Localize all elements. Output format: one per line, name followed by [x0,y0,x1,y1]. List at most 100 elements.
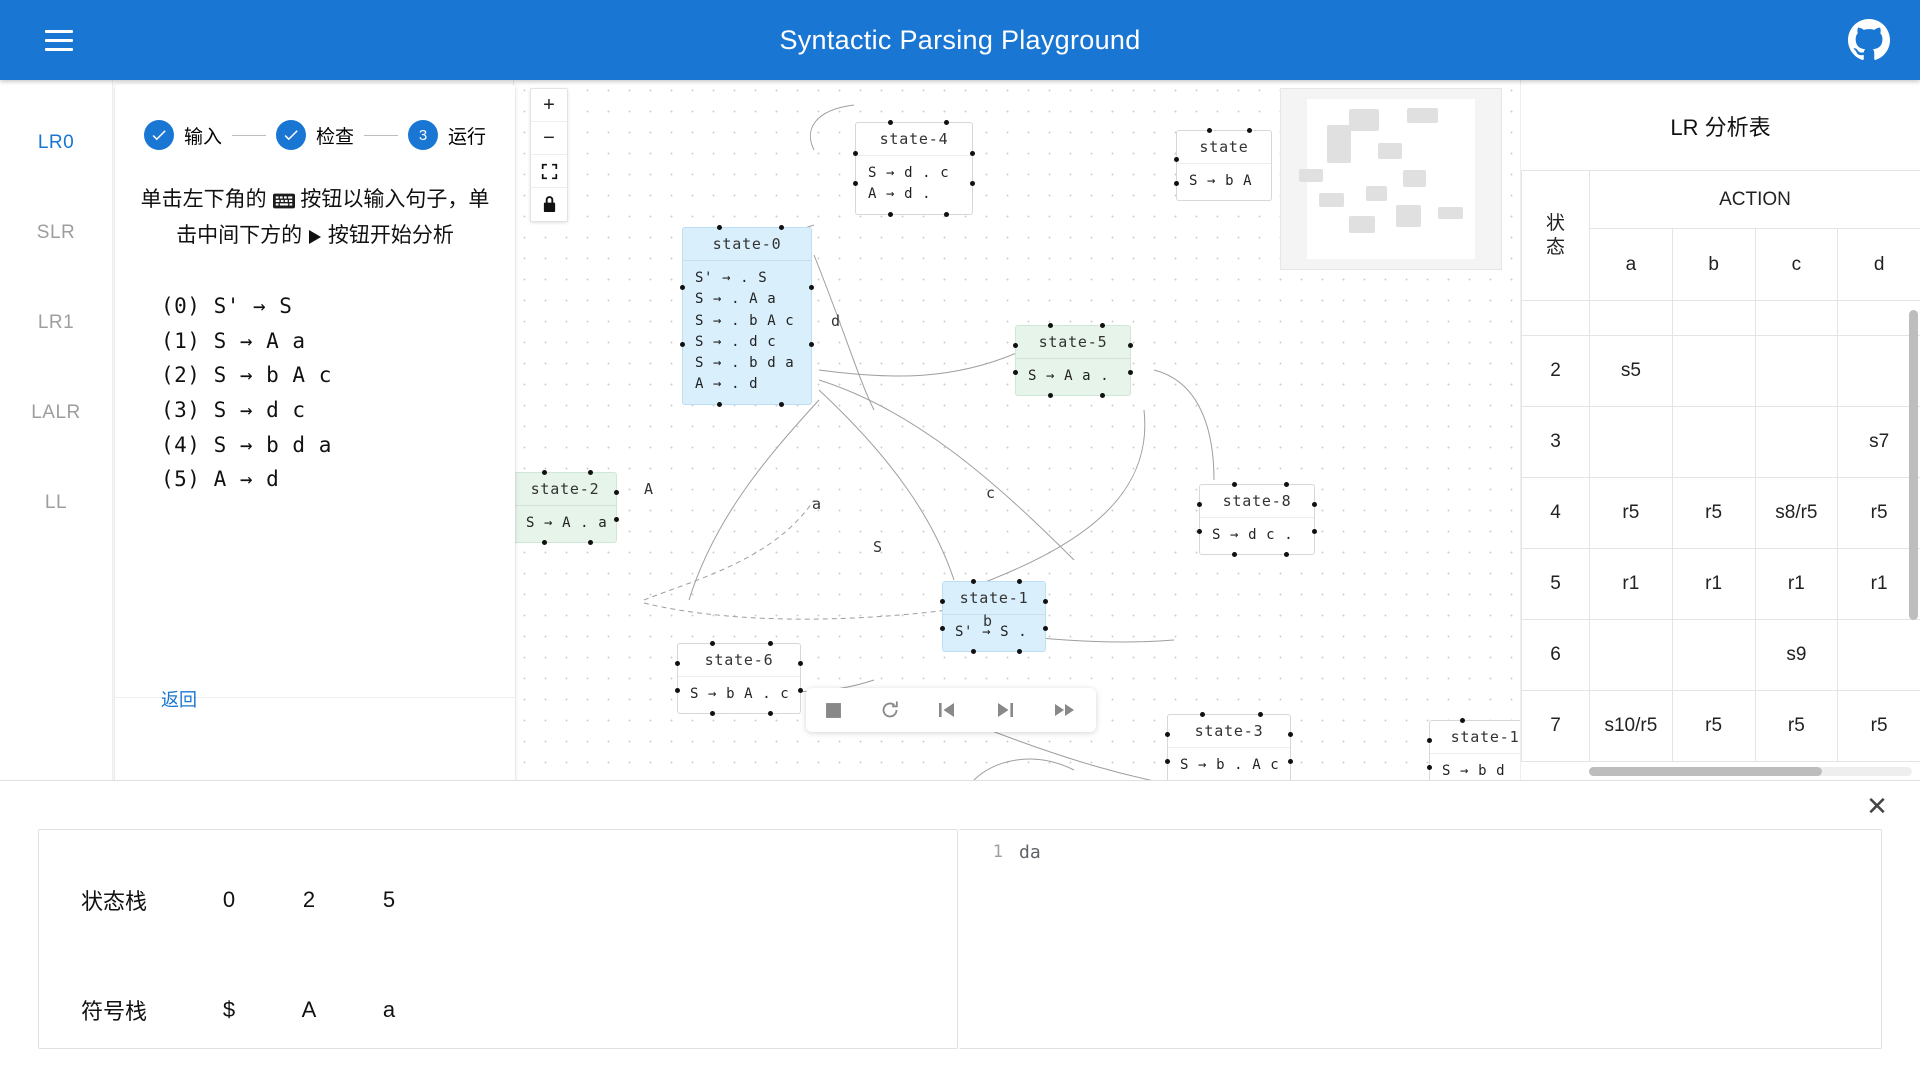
step-back-button[interactable] [937,701,957,719]
node-handle[interactable] [1100,393,1105,399]
canvas-minimap[interactable] [1280,88,1502,270]
close-icon[interactable]: ✕ [1866,791,1888,821]
node-handle[interactable] [1128,370,1133,375]
node-handle[interactable] [779,401,784,407]
step-forward-button[interactable] [995,701,1015,719]
node-handle[interactable] [940,599,945,604]
node-handle[interactable] [710,641,715,646]
node-handle[interactable] [1174,181,1179,186]
editor-content[interactable]: da [1019,842,1041,863]
node-handle[interactable] [675,661,680,666]
state-node-8[interactable]: state-8 S → d c . [1197,482,1317,558]
fast-forward-button[interactable] [1053,701,1077,719]
node-handle[interactable] [1427,765,1432,770]
node-handle[interactable] [798,688,803,693]
node-handle[interactable] [680,342,685,347]
node-handle[interactable] [971,649,976,655]
github-icon[interactable] [1848,19,1890,61]
step-check[interactable]: 检查 [275,120,354,150]
node-handle[interactable] [768,641,773,646]
node-handle[interactable] [1197,502,1202,507]
sidebar-item-lr0[interactable]: LR0 [0,98,112,188]
node-handle[interactable] [588,540,593,546]
zoom-out-icon[interactable]: − [531,122,567,155]
node-handle[interactable] [1312,529,1317,534]
reset-button[interactable] [880,700,900,720]
node-handle[interactable] [1100,323,1105,328]
node-handle[interactable] [809,285,814,290]
node-handle[interactable] [809,342,814,347]
table-row[interactable]: 4 r5 r5 s8/r5 r5 [1521,477,1920,549]
sidebar-item-slr[interactable]: SLR [0,188,112,278]
node-handle[interactable] [853,151,858,156]
state-node-1[interactable]: state-1 S' → S . [940,579,1048,655]
node-handle[interactable] [1460,718,1465,723]
state-node-2[interactable]: state-2 S → A . a [514,470,619,546]
node-handle[interactable] [944,120,949,125]
state-node-7[interactable]: state S → b A [1174,128,1272,202]
node-handle[interactable] [542,540,547,546]
table-row[interactable]: 6 s9 [1521,619,1920,691]
fit-view-icon[interactable] [531,155,567,188]
node-handle[interactable] [970,181,975,186]
node-handle[interactable] [675,688,680,693]
table-row[interactable] [1521,300,1920,336]
node-handle[interactable] [1174,157,1179,162]
node-handle[interactable] [1312,502,1317,507]
hamburger-menu-icon[interactable] [30,11,88,69]
node-handle[interactable] [1232,482,1237,487]
node-handle[interactable] [614,517,619,522]
node-handle[interactable] [1207,128,1212,133]
node-handle[interactable] [1197,529,1202,534]
node-handle[interactable] [971,579,976,584]
node-handle[interactable] [779,225,784,230]
table-row[interactable]: 7 s10/r5 r5 r5 r5 [1521,690,1920,762]
step-run[interactable]: 3 运行 [408,120,486,150]
node-handle[interactable] [588,470,593,475]
node-handle[interactable] [853,181,858,186]
node-handle[interactable] [1165,732,1170,737]
node-handle[interactable] [717,225,722,230]
node-handle[interactable] [680,285,685,290]
node-handle[interactable] [940,626,945,631]
state-node-0[interactable]: state-0 S' → . S S → . A a S → . b A c S… [680,225,814,407]
node-handle[interactable] [1013,343,1018,348]
table-vertical-scrollbar[interactable] [1909,310,1918,620]
state-node-6[interactable]: state-6 S → b A . c [675,641,803,717]
back-button[interactable]: 返回 [161,690,197,710]
zoom-in-icon[interactable]: + [531,89,567,122]
node-handle[interactable] [1013,370,1018,375]
lock-icon[interactable] [531,188,567,221]
input-editor[interactable]: 1 da [959,829,1882,1049]
node-handle[interactable] [888,211,893,217]
node-handle[interactable] [1128,343,1133,348]
node-handle[interactable] [614,490,619,495]
table-row[interactable]: 5 r1 r1 r1 r1 [1521,548,1920,620]
sidebar-item-lr1[interactable]: LR1 [0,278,112,368]
node-handle[interactable] [717,401,722,407]
node-handle[interactable] [1247,128,1252,133]
state-node-3[interactable]: state-3 S → b . A c [1165,712,1293,780]
table-row[interactable]: 3 s7 [1521,406,1920,478]
step-input[interactable]: 输入 [143,120,222,150]
state-node-10[interactable]: state-1 S → b d [1427,718,1520,780]
state-node-4[interactable]: state-4 S → d . c A → d . [853,120,975,217]
node-handle[interactable] [944,211,949,217]
sidebar-item-ll[interactable]: LL [0,458,112,548]
node-handle[interactable] [970,151,975,156]
node-handle[interactable] [1048,393,1053,399]
node-handle[interactable] [1043,626,1048,631]
table-row[interactable]: 2 s5 [1521,335,1920,407]
node-handle[interactable] [1200,712,1205,717]
node-handle[interactable] [542,470,547,475]
stop-button[interactable] [825,702,842,719]
node-handle[interactable] [1258,712,1263,717]
table-horizontal-scrollbar[interactable] [1589,767,1912,776]
node-handle[interactable] [1165,759,1170,764]
node-handle[interactable] [798,661,803,666]
node-handle[interactable] [1284,482,1289,487]
node-handle[interactable] [1284,552,1289,558]
node-handle[interactable] [1043,599,1048,604]
automaton-canvas[interactable]: + − [513,80,1520,780]
node-handle[interactable] [1427,738,1432,743]
